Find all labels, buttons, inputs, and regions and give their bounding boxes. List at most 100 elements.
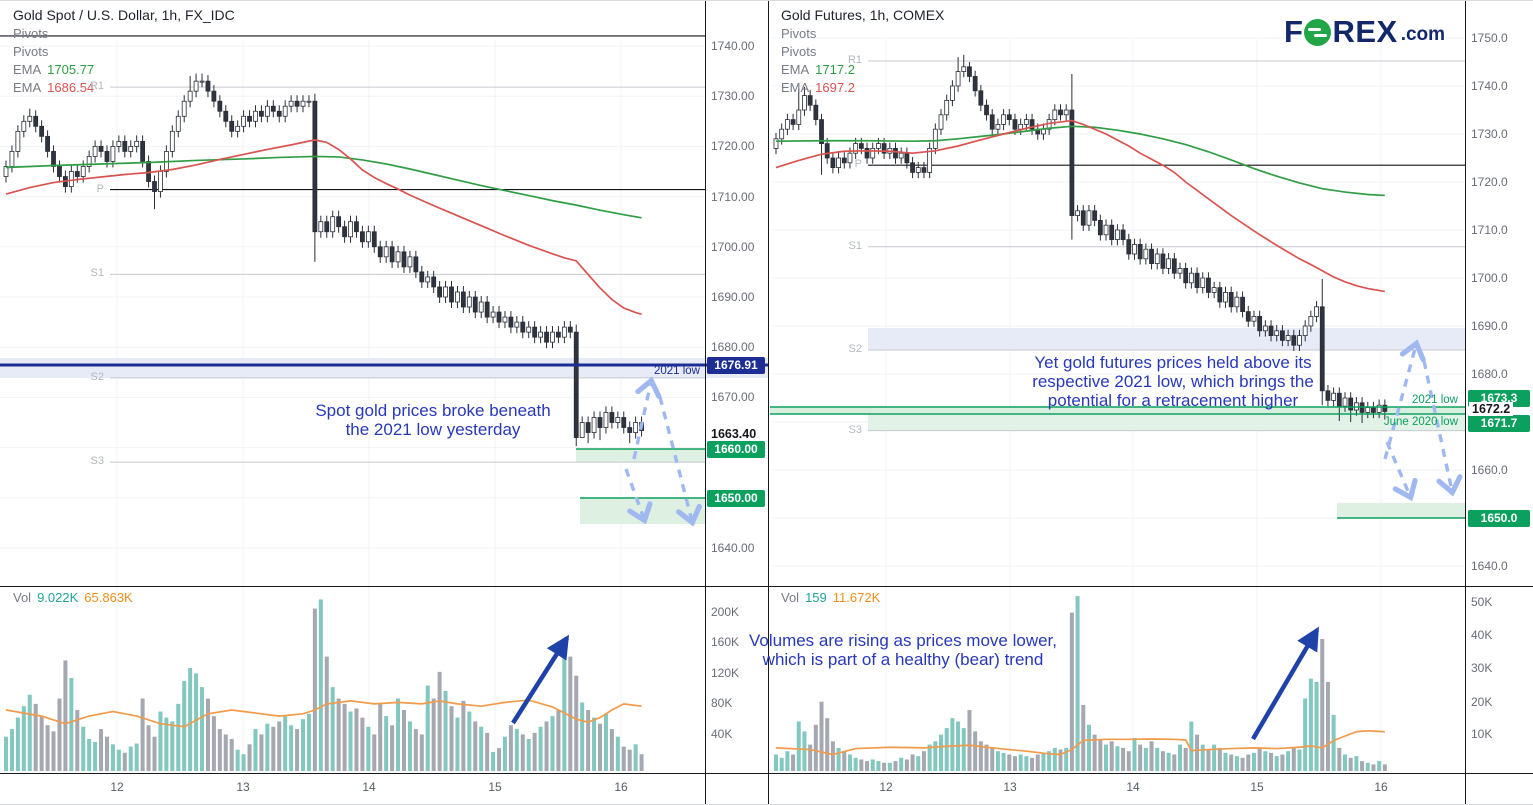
left-pivots-legend-2[interactable]: Pivots (13, 44, 49, 59)
logo-dot-com: .com (1400, 24, 1446, 45)
ema-value-green: 1717.2 (815, 62, 855, 77)
left-chart-title: Gold Spot / U.S. Dollar, 1h, FX_IDC (13, 7, 235, 23)
right-zone-label-0: 2021 low (1411, 394, 1458, 406)
left-pivot-label-r1: R1 (89, 80, 104, 93)
right-pivot-label-s3: S3 (848, 423, 862, 436)
vol-label: Vol (781, 590, 800, 605)
right-pivots-legend-2[interactable]: Pivots (781, 44, 817, 59)
right-price-tick-label: 1710.0 (1471, 223, 1508, 237)
left-pivot-label-s1: S1 (90, 267, 104, 280)
left-level-lines (0, 363, 768, 499)
right-candles (773, 54, 1388, 423)
left-price-badge: 1676.91 (707, 356, 765, 374)
left-price-badge: 1650.00 (707, 489, 765, 507)
right-volume-tick-label: 10K (1471, 727, 1493, 741)
left-price-tick-label: 1740.00 (711, 39, 755, 53)
right-price-tick-label: 1690.0 (1471, 319, 1508, 333)
right-chart-layer (770, 37, 1465, 771)
ema-value-red: 1697.2 (815, 80, 855, 95)
left-price-tick-label: 1670.00 (711, 390, 755, 405)
right-pivot-label-s1: S1 (848, 239, 862, 252)
right-time-label-14: 14 (1126, 780, 1140, 794)
right-price-tick-label: 1700.0 (1471, 271, 1508, 285)
vol-ma-value: 11.672K (832, 590, 881, 605)
ema-label: EMA (13, 80, 42, 95)
right-zone-label-1: June 2020 low (1383, 416, 1458, 428)
left-volume-legend[interactable]: Vol 9.022K 65.863K (13, 590, 133, 605)
right-drawn-arrows (1251, 339, 1463, 741)
left-pivot-label-s3: S3 (90, 455, 104, 468)
left-last-price-label: 1663.40 (708, 427, 760, 441)
left-ema-green-line (5, 155, 642, 219)
right-annotation-text-0: Yet gold futures prices held above its re… (1032, 353, 1314, 410)
left-chart-layer (0, 35, 768, 771)
left-pivot-label-p: P (96, 182, 104, 195)
left-pivot-label-s2: S2 (90, 370, 104, 383)
right-pivot-label-s2: S2 (848, 343, 862, 355)
right-chart-title: Gold Futures, 1h, COMEX (781, 7, 945, 23)
vol-value: 159 (805, 590, 827, 605)
left-annotation-text-0: Spot gold prices broke beneath the 2021 l… (315, 401, 551, 439)
left-time-label-12: 12 (110, 780, 124, 794)
left-price-tick-label: 1730.00 (711, 89, 755, 104)
right-ema-legend-1[interactable]: EMA 1717.2 (781, 62, 944, 77)
left-zone-label-0: 2021 low (653, 365, 700, 377)
right-zones (770, 328, 1465, 518)
left-volume-tick-label: 40K (711, 727, 733, 741)
ema-value-red: 1686.54 (47, 80, 95, 95)
left-price-tick-label: 1640.00 (711, 541, 755, 555)
ema-label: EMA (781, 80, 810, 95)
left-drawn-arrows (511, 376, 702, 725)
right-price-tick-label: 1680.0 (1471, 367, 1508, 381)
right-price-badge: 1650.0 (1468, 509, 1530, 527)
left-ema-legend-2[interactable]: EMA 1686.54 (13, 80, 235, 95)
left-pivot-lines (0, 35, 705, 463)
left-pivots-legend-1[interactable]: Pivots (13, 26, 49, 41)
left-price-tick-label: 1700.00 (711, 239, 755, 254)
left-price-tick-label: 1680.00 (711, 340, 755, 355)
left-price-badge: 1660.00 (707, 440, 765, 458)
right-price-tick-label: 1720.0 (1471, 175, 1508, 189)
left-time-label-14: 14 (362, 780, 376, 794)
left-price-tick-label: 1710.00 (711, 189, 755, 204)
right-ema-green-line (775, 125, 1385, 197)
right-volume-tick-label: 50K (1471, 595, 1493, 609)
left-volume-tick-label: 80K (711, 696, 733, 710)
ema-label: EMA (781, 62, 810, 77)
vol-label: Vol (13, 590, 32, 605)
right-price-tick-label: 1640.0 (1471, 559, 1508, 573)
right-ema-red-line (775, 119, 1385, 293)
left-chart-header: Gold Spot / U.S. Dollar, 1h, FX_IDC Pivo… (13, 7, 235, 95)
left-zones (0, 358, 768, 524)
right-pivots-legend-1[interactable]: Pivots (781, 26, 817, 41)
right-annotation-text-1: Volumes are rising as prices move lower,… (748, 631, 1058, 669)
right-pivot-label-p: P (854, 158, 862, 171)
right-time-label-13: 13 (1003, 780, 1017, 794)
left-price-tick-label: 1720.00 (711, 139, 755, 154)
right-last-price-label: 1672.2 (1469, 402, 1514, 416)
right-price-axis[interactable] (1465, 1, 1533, 773)
ema-value-green: 1705.77 (47, 62, 95, 77)
right-volume-legend[interactable]: Vol 159 11.672K (781, 590, 880, 605)
left-volume-ma-line (5, 699, 642, 728)
right-price-tick-label: 1730.0 (1471, 127, 1508, 141)
right-volume-ma-line (775, 729, 1385, 756)
left-ema-red-line (5, 139, 642, 316)
left-candles (3, 73, 644, 447)
left-volume-bars (4, 599, 644, 771)
left-time-label-15: 15 (488, 780, 502, 794)
right-ema-legend-2[interactable]: EMA 1697.2 (781, 80, 944, 95)
right-time-label-12: 12 (879, 780, 893, 794)
right-price-tick-label: 1750.0 (1471, 31, 1508, 45)
right-volume-tick-label: 30K (1471, 661, 1493, 675)
right-pivot-lines (868, 60, 1465, 432)
vol-ma-value: 65.863K (84, 590, 133, 605)
right-chart-header: Gold Futures, 1h, COMEX Pivots Pivots EM… (781, 7, 944, 95)
left-ema-legend-1[interactable]: EMA 1705.77 (13, 62, 235, 77)
logo-letter-f: F (1284, 14, 1304, 49)
right-price-tick-label: 1660.0 (1471, 463, 1508, 477)
left-time-label-16: 16 (614, 780, 628, 794)
